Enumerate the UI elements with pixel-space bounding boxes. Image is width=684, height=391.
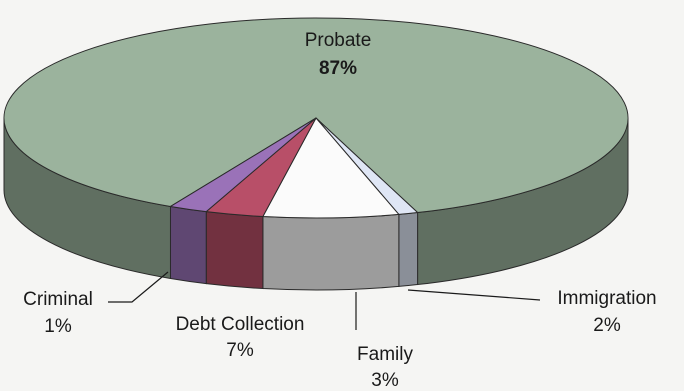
slice-label-immigration: Immigration — [557, 288, 656, 309]
slice-value-debt-collection: 7% — [226, 340, 254, 361]
slice-label-probate: Probate — [305, 30, 372, 51]
pie-slice-probate — [3, 17, 629, 214]
slice-value-probate: 87% — [319, 58, 357, 79]
pie-slice-debt-collection — [262, 117, 400, 219]
pie-side-criminal — [398, 211, 419, 287]
slice-value-family: 3% — [371, 370, 399, 391]
slice-label-criminal: Criminal — [23, 289, 93, 310]
leader-line-criminal — [108, 271, 169, 303]
pie-side-family — [205, 211, 264, 290]
leader-lines — [108, 271, 541, 330]
slice-label-family: Family — [357, 344, 413, 365]
pie-top-faces — [3, 17, 629, 219]
pie-side-immigration — [169, 205, 207, 285]
pie-side-walls — [3, 117, 629, 291]
slice-value-criminal: 1% — [44, 316, 72, 337]
slice-value-immigration: 2% — [593, 315, 621, 336]
leader-line-immigration — [407, 289, 541, 301]
pie-slice-immigration — [169, 117, 317, 213]
slice-label-debt-collection: Debt Collection — [176, 314, 305, 335]
pie-side-debt-collection — [262, 213, 400, 291]
